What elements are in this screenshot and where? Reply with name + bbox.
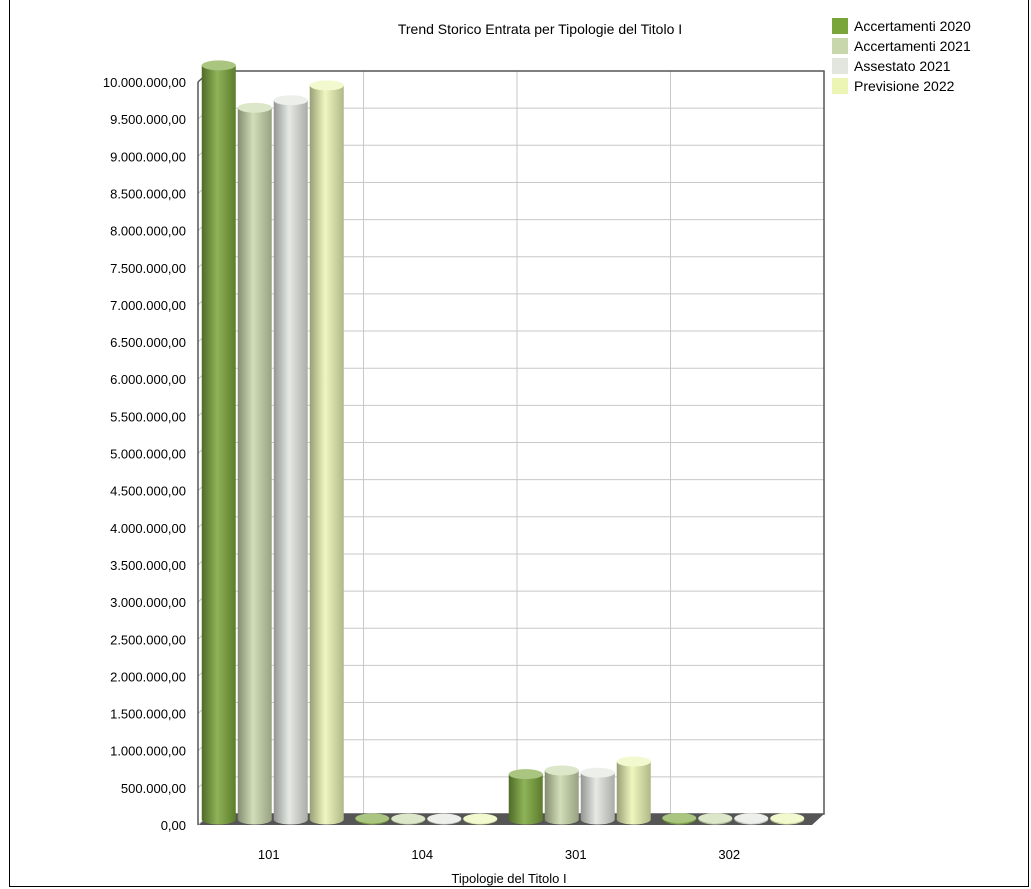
legend-swatch [832,78,848,94]
bar-top [273,95,308,106]
bar-body [237,107,272,825]
y-tick-label: 5.000.000,00 [110,447,186,462]
y-axis-ticks: 0,00 500.000,00 1.000.000,00 1.500.000,00 2.… [103,75,186,833]
bar-body [309,85,344,825]
bar-body [580,772,615,825]
chart-frame [9,0,1029,887]
y-tick-label: 8.000.000,00 [110,224,186,239]
bar-top [770,813,805,824]
x-axis-ticks: 101 104 301 302 [258,847,740,862]
bars [201,60,805,825]
bar-body [544,770,579,825]
bar-top [201,60,236,71]
bar-top [309,80,344,91]
bar-top [544,765,579,776]
x-tick-label: 302 [718,847,740,862]
legend-swatch [832,18,848,34]
bar-previsione-2022-301 [616,756,651,825]
y-tick-label: 1.500.000,00 [110,707,186,722]
legend-label: Accertamenti 2021 [854,38,971,54]
chart-title: Trend Storico Entrata per Tipologie del … [398,21,682,37]
x-axis-title: Tipologie del Titolo I [451,871,566,886]
y-tick-label: 2.500.000,00 [110,632,186,647]
bar-accertamenti-2021-302 [698,813,733,825]
bar-accertamenti-2021-301 [544,765,579,825]
bar-top [734,813,769,824]
bar-body [508,774,543,825]
x-tick-label: 104 [411,847,433,862]
y-tick-label: 10.000.000,00 [103,75,186,90]
bar-top [698,813,733,824]
legend-label: Assestato 2021 [854,58,951,74]
bar-top [616,756,651,767]
y-tick-label: 2.000.000,00 [110,669,186,684]
y-tick-label: 1.000.000,00 [110,744,186,759]
legend-label: Accertamenti 2020 [854,18,971,34]
bar-top [580,767,615,778]
y-tick-label: 6.000.000,00 [110,372,186,387]
legend-swatch [832,38,848,54]
y-tick-label: 7.500.000,00 [110,261,186,276]
y-tick-label: 3.500.000,00 [110,558,186,573]
bar-assestato-2021-101 [273,95,308,825]
y-tick-label: 9.500.000,00 [110,112,186,127]
bar-assestato-2021-301 [580,767,615,825]
y-tick-label: 9.000.000,00 [110,149,186,164]
bar-previsione-2022-302 [770,813,805,825]
bar-top [427,813,462,824]
y-tick-label: 500.000,00 [121,781,186,796]
bar-previsione-2022-104 [463,813,498,825]
legend-swatch [832,58,848,74]
bar-top [508,769,543,780]
bar-assestato-2021-302 [734,813,769,825]
x-tick-label: 101 [258,847,280,862]
y-tick-label: 3.000.000,00 [110,595,186,610]
x-tick-label: 301 [565,847,587,862]
y-tick-label: 0,00 [161,818,186,833]
bar-top [662,813,697,824]
bar-accertamenti-2020-101 [201,60,236,825]
y-tick-label: 7.000.000,00 [110,298,186,313]
bar-previsione-2022-101 [309,80,344,825]
bar-top [355,813,390,824]
bar-body [201,65,236,825]
bar-body [616,761,651,825]
bar-accertamenti-2021-104 [391,813,426,825]
y-tick-label: 5.500.000,00 [110,409,186,424]
y-tick-label: 4.000.000,00 [110,521,186,536]
legend-label: Previsione 2022 [854,78,955,94]
bar-assestato-2021-104 [427,813,462,825]
bar-accertamenti-2021-101 [237,102,272,825]
bar-top [463,813,498,824]
y-tick-label: 6.500.000,00 [110,335,186,350]
legend: Accertamenti 2020 Accertamenti 2021 Assest… [832,18,971,94]
bar-accertamenti-2020-104 [355,813,390,825]
bar-accertamenti-2020-301 [508,769,543,825]
bar-body [273,100,308,825]
bar-accertamenti-2020-302 [662,813,697,825]
bar-top [391,813,426,824]
y-tick-label: 8.500.000,00 [110,186,186,201]
bar-top [237,102,272,113]
y-tick-label: 4.500.000,00 [110,484,186,499]
